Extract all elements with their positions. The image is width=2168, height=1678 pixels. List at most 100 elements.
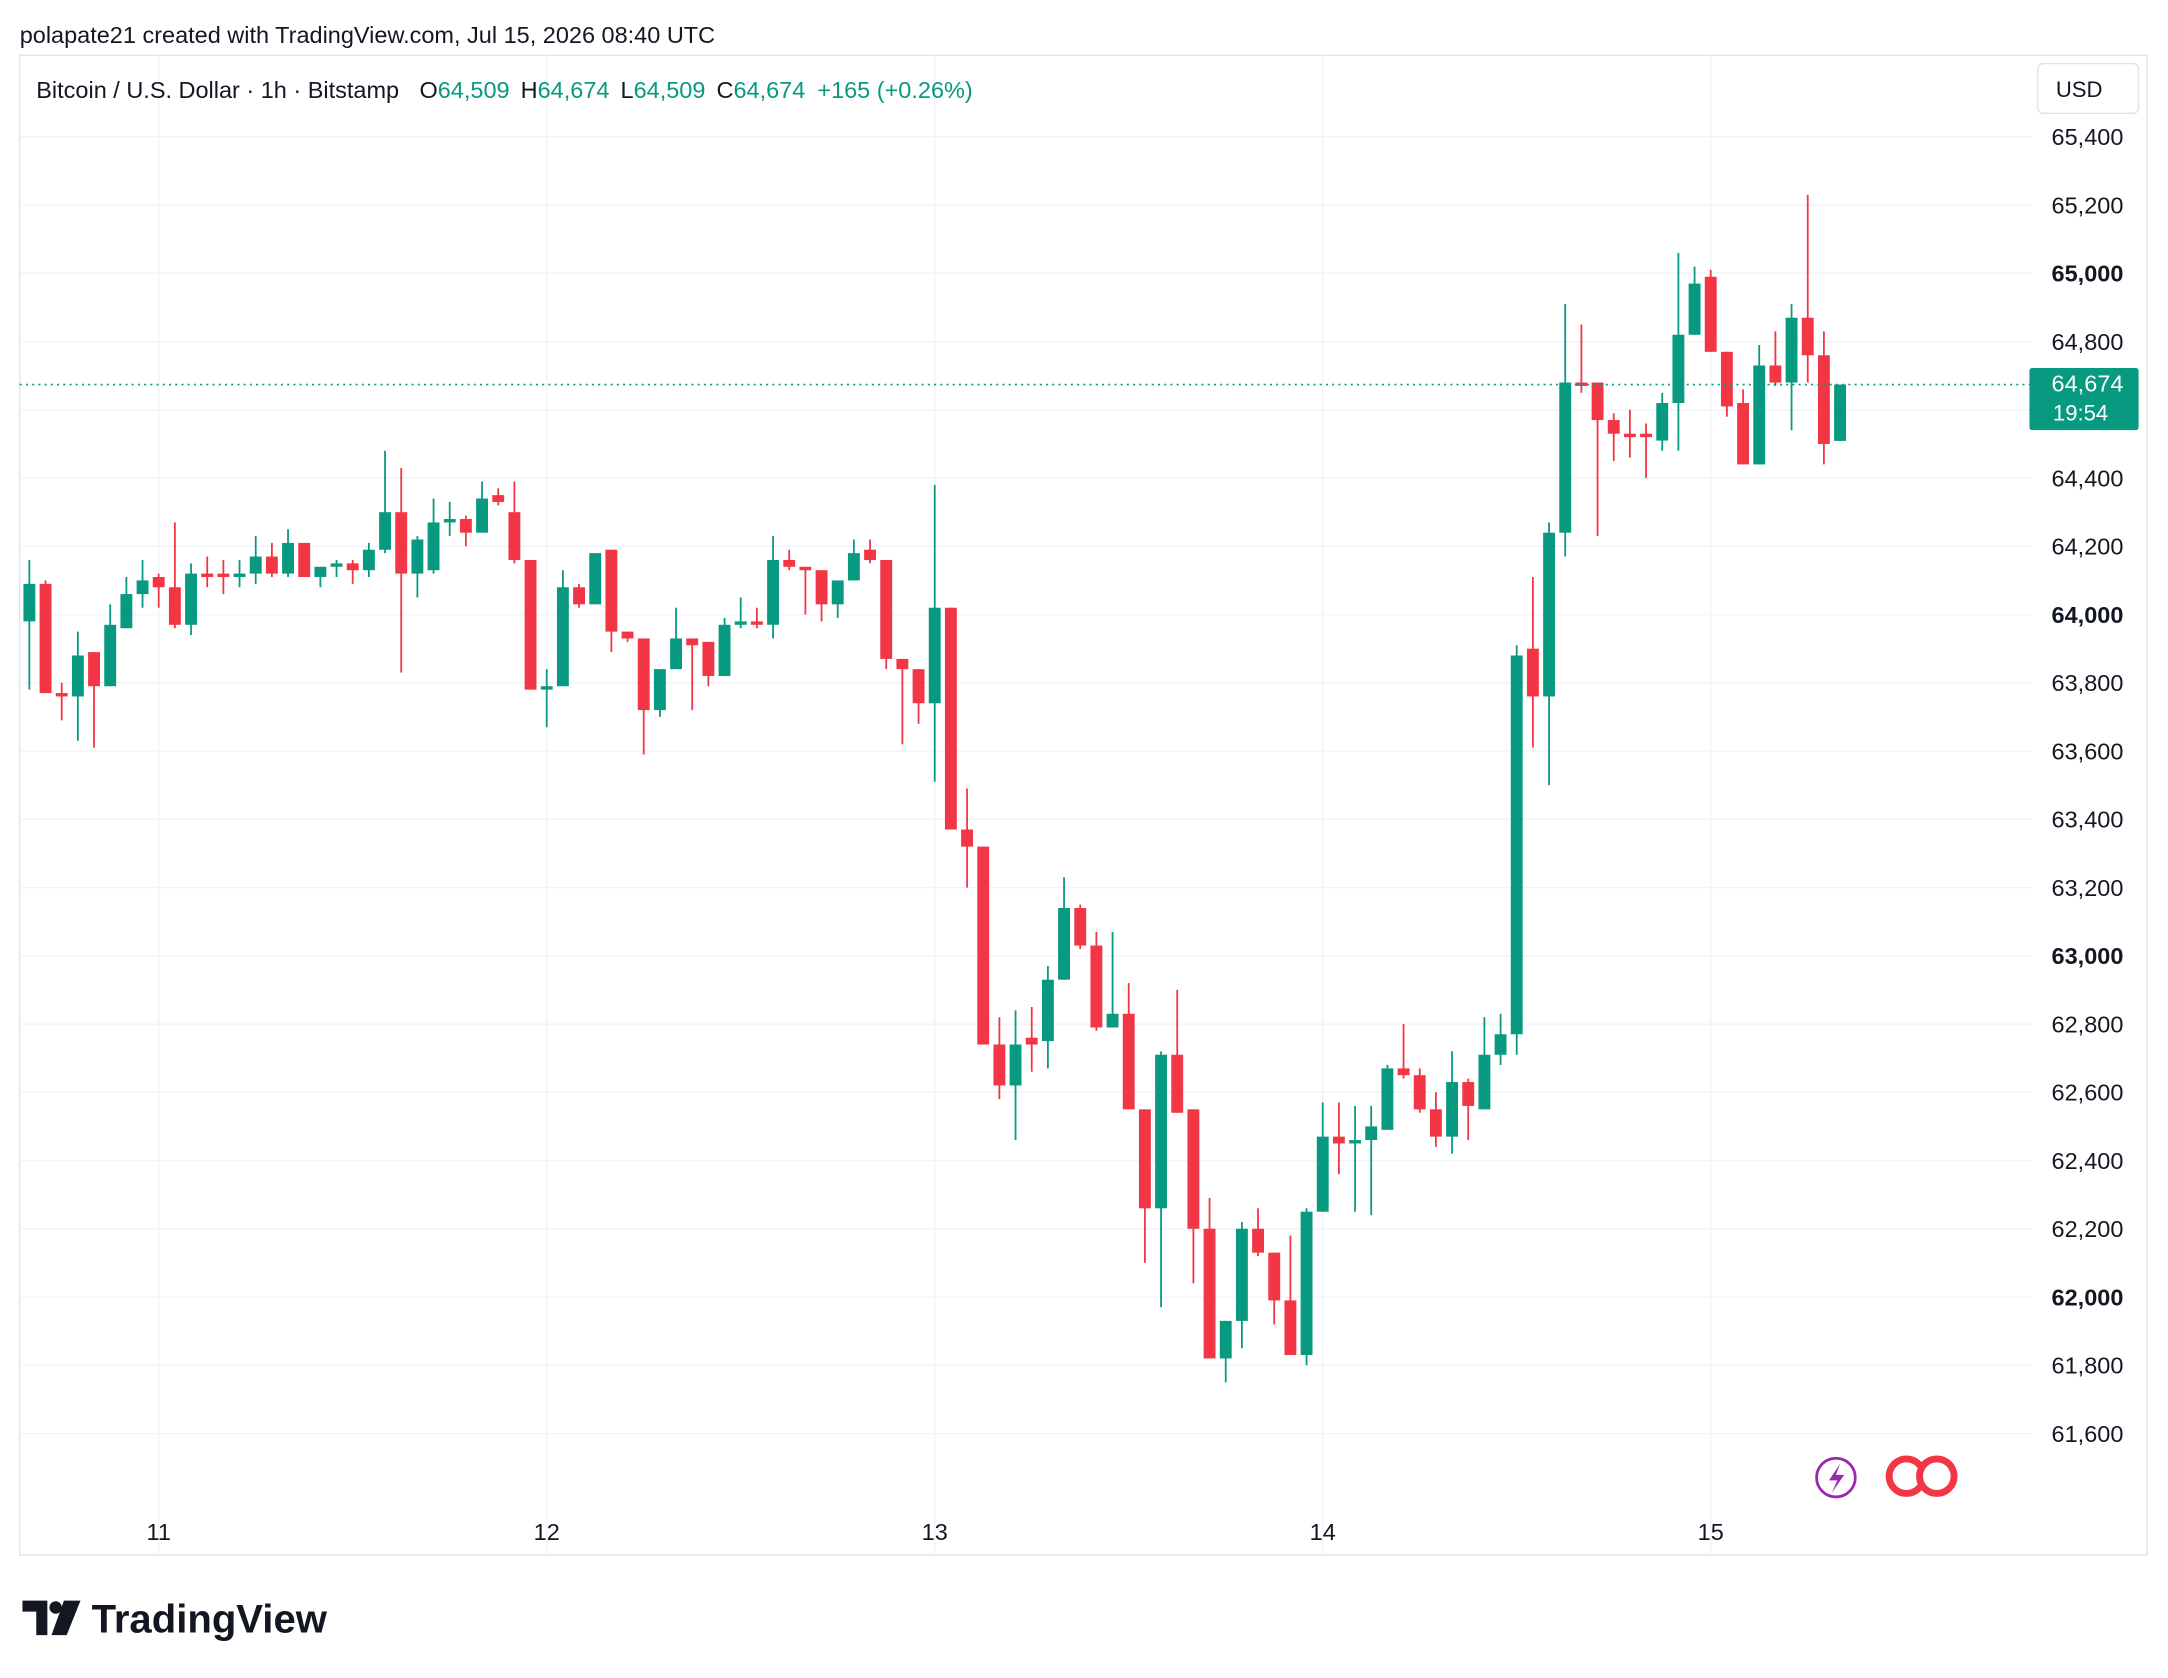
credit: polapate21 created with TradingView.com,…	[20, 22, 715, 48]
candle-body	[1058, 908, 1071, 980]
candle-body	[1510, 655, 1523, 1035]
candle-body	[1720, 351, 1733, 407]
currency-button[interactable]	[2037, 62, 2140, 115]
candle-body	[1672, 334, 1685, 403]
y-tick-label: 64,800	[2052, 329, 2124, 355]
candle-body	[249, 556, 262, 574]
candle-body	[168, 587, 181, 625]
candle-body	[1381, 1068, 1394, 1130]
candle-body	[1753, 365, 1766, 465]
y-tick-label: 63,400	[2052, 807, 2124, 833]
logo-mark	[22, 1600, 48, 1636]
candle-body	[1543, 532, 1556, 697]
candle-body	[152, 577, 165, 588]
candle-body	[686, 638, 699, 646]
candle-body	[265, 556, 278, 574]
ohlc-value: 64,674	[733, 77, 805, 103]
candle-body	[573, 587, 585, 605]
y-tick-label: 63,600	[2052, 738, 2124, 764]
y-tick-label: 61,800	[2052, 1353, 2124, 1379]
candle-body	[443, 519, 456, 523]
candle-body	[896, 658, 909, 670]
candle-body	[734, 621, 747, 625]
candle-body	[1526, 648, 1539, 697]
candle-body	[1235, 1228, 1248, 1321]
ohlc-key: L	[621, 77, 634, 103]
candle-body	[912, 669, 925, 704]
last-price-label: 64,674	[2052, 370, 2124, 396]
candle-body	[1349, 1140, 1362, 1144]
candle-body	[1429, 1109, 1442, 1137]
candle-body	[1817, 355, 1830, 444]
candle-body	[217, 573, 230, 578]
candle-body	[540, 686, 553, 690]
candle-body	[1591, 382, 1604, 421]
candle-body	[718, 624, 731, 676]
candle-body	[492, 495, 505, 502]
candle-body	[39, 583, 52, 694]
candle-body	[201, 573, 214, 578]
price-axis: 61,600 61,800 62,000 62,200 62,400 62,600 62,8…	[147, 124, 2139, 1545]
y-tick-label: 62,600	[2052, 1080, 2124, 1106]
candle-body	[1801, 317, 1814, 356]
candle-body	[1203, 1228, 1216, 1359]
logo-mark	[51, 1600, 81, 1636]
y-tick-label: 62,400	[2052, 1148, 2124, 1174]
candle-body	[233, 573, 246, 578]
candle-body	[1656, 402, 1669, 441]
candle-body	[1025, 1037, 1038, 1045]
candle-body	[556, 587, 569, 687]
candle-body	[104, 624, 117, 687]
y-tick-label: 63,200	[2052, 875, 2124, 901]
candle-body	[120, 594, 133, 629]
x-tick-label: 12	[534, 1519, 560, 1545]
candle-body	[185, 573, 197, 625]
y-tick-label: 65,200	[2052, 192, 2124, 218]
y-tick-label: 62,000	[2052, 1284, 2124, 1310]
candle-body	[136, 580, 149, 595]
candle-body	[314, 566, 327, 578]
candle-body	[653, 669, 666, 711]
candle-body	[1009, 1044, 1022, 1086]
candle-body	[1041, 979, 1054, 1042]
candle-body	[1090, 945, 1103, 1028]
candle-body	[1446, 1082, 1459, 1137]
ohlc-key: H	[521, 77, 538, 103]
candle-body	[605, 549, 618, 632]
y-tick-label: 63,000	[2052, 943, 2124, 969]
candle-body	[379, 512, 391, 550]
y-tick-label: 64,000	[2052, 602, 2124, 628]
candle-body	[847, 553, 860, 581]
chart-frame	[19, 54, 2148, 1556]
candle-body	[1365, 1126, 1378, 1141]
ohlc-value: 64,674	[538, 77, 610, 103]
candle-body	[1122, 1013, 1135, 1110]
x-tick-label: 14	[1310, 1519, 1336, 1545]
candle-body	[1138, 1109, 1151, 1209]
candle-body	[88, 652, 100, 687]
y-tick-label: 64,400	[2052, 465, 2124, 491]
logo-text: TradingView	[92, 1597, 328, 1641]
candle-body	[330, 563, 343, 567]
candle-body	[799, 566, 812, 571]
grid	[19, 55, 2033, 1555]
candle-body	[395, 512, 408, 574]
logo-mark	[49, 1601, 62, 1614]
currency: USD	[2056, 77, 2103, 102]
y-tick-label: 65,000	[2052, 261, 2124, 287]
y-tick-label: 63,800	[2052, 670, 2124, 696]
y-tick-label: 62,200	[2052, 1216, 2124, 1242]
candle-body	[1737, 402, 1750, 465]
x-tick-label: 11	[147, 1519, 171, 1545]
candle-body	[298, 542, 311, 578]
candle-body	[346, 563, 359, 571]
y-tick-label: 62,800	[2052, 1011, 2124, 1037]
candle-body	[1074, 908, 1087, 946]
symbol: Bitcoin / U.S. Dollar · 1h · Bitstamp	[36, 77, 399, 103]
ohlc-key: C	[716, 77, 733, 103]
candle-body	[1106, 1013, 1119, 1028]
candle-body	[1494, 1034, 1507, 1055]
candle-body	[1187, 1109, 1200, 1229]
